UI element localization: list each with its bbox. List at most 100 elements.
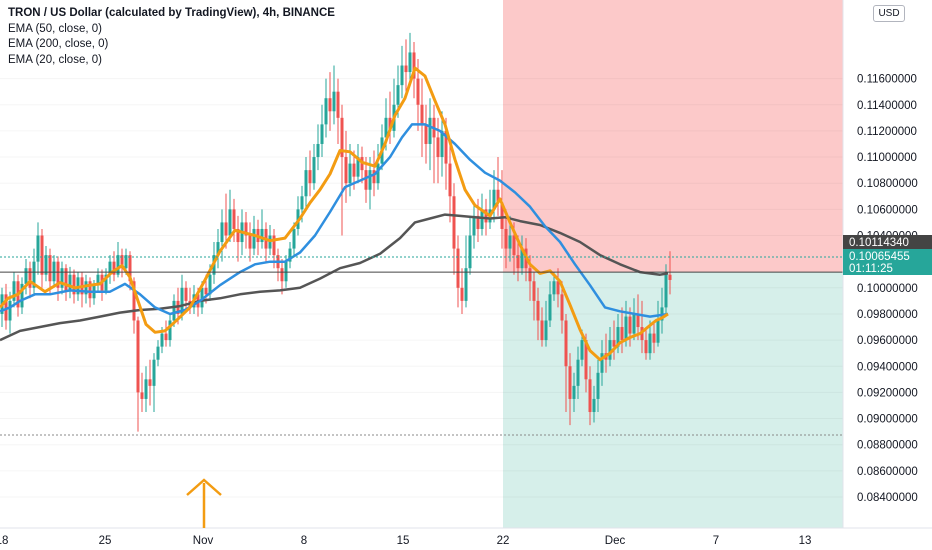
time-axis[interactable]: 18 25 Nov 8 15 22 Dec 7 13	[0, 527, 932, 547]
candle-body	[60, 268, 64, 288]
candle-body	[460, 287, 464, 301]
candle-body	[464, 268, 468, 301]
legend-ema200[interactable]: EMA (200, close, 0)	[8, 38, 109, 50]
candle-body	[636, 313, 640, 328]
candle-body	[320, 124, 324, 144]
candle-body	[4, 294, 8, 321]
candle-body	[124, 255, 128, 269]
candle-body	[484, 209, 488, 223]
candle-body	[612, 340, 616, 347]
candle-body	[620, 327, 624, 341]
candle-body	[468, 235, 472, 269]
price-tick-label: 0.10600000	[857, 204, 918, 216]
chart-legend: TRON / US Dollar (calculated by TradingV…	[8, 6, 335, 68]
ema50-line	[0, 123, 669, 318]
candle-body	[112, 261, 116, 275]
candle-body	[248, 235, 252, 249]
candle-body	[644, 340, 648, 354]
price-tick-label: 0.11600000	[857, 74, 917, 86]
candle-body	[284, 261, 288, 282]
candle-body	[368, 170, 372, 190]
price-axis[interactable]: 0.11600000 0.11400000 0.11200000 0.11000000…	[842, 0, 918, 528]
candle-body	[388, 117, 392, 131]
candle-body	[552, 281, 556, 295]
candle-body	[140, 392, 144, 399]
candle-body	[376, 163, 380, 184]
candle-body	[632, 313, 636, 334]
price-tick-label: 0.09200000	[857, 387, 918, 399]
ema-lines	[0, 66, 669, 362]
position-zones	[503, 0, 843, 528]
candle-body	[252, 228, 256, 249]
ema20-line	[0, 66, 669, 362]
candle-body	[592, 398, 596, 413]
candle-body	[328, 98, 332, 112]
candle-body	[28, 268, 32, 288]
price-tick-label: 0.11400000	[857, 100, 917, 112]
price-tags: 0.10114340 0.10065455 01:11:25	[843, 235, 932, 275]
candle-body	[292, 228, 296, 249]
candle-body	[652, 333, 656, 343]
candle-body	[584, 340, 588, 380]
candle-body	[200, 287, 204, 308]
candle-body	[428, 117, 432, 144]
candle-body	[444, 130, 448, 164]
chart-grid	[0, 78, 843, 498]
candle-body	[520, 248, 524, 269]
candle-body	[144, 379, 148, 399]
candle-body	[216, 242, 220, 256]
candle-body	[348, 163, 352, 184]
price-tick-label: 0.09400000	[857, 361, 918, 373]
candle-body	[132, 281, 136, 321]
legend-ema20[interactable]: EMA (20, close, 0)	[8, 53, 102, 66]
candle-body	[172, 300, 176, 321]
candle-body	[260, 228, 264, 243]
candle-body	[664, 274, 668, 308]
target-zone	[503, 272, 843, 528]
candle-body	[20, 283, 24, 308]
time-tick-label: 8	[301, 535, 307, 547]
legend-ema50[interactable]: EMA (50, close, 0)	[8, 22, 102, 35]
candle-body	[136, 320, 140, 393]
candle-body	[408, 52, 412, 73]
candle-body	[588, 379, 592, 413]
candle-body	[224, 222, 228, 236]
price-tick-label: 0.10800000	[857, 178, 918, 190]
candle-body	[204, 287, 208, 295]
candle-body	[56, 261, 60, 288]
price-tick-label: 0.11000000	[857, 152, 917, 164]
candle-body	[532, 281, 536, 301]
candle-body	[300, 196, 304, 210]
candle-body	[512, 235, 516, 256]
candle-body	[288, 248, 292, 262]
candle-body	[580, 340, 584, 360]
candle-body	[40, 235, 44, 275]
time-tick-label: 25	[99, 535, 112, 547]
price-tick-label: 0.09000000	[857, 414, 918, 426]
candle-body	[184, 287, 188, 301]
candle-body	[52, 261, 56, 282]
stop-zone	[503, 0, 843, 273]
last-price-tag: 0.10114340	[849, 237, 909, 249]
up-arrow-icon	[186, 478, 222, 528]
candle-body	[556, 281, 560, 295]
candle-body	[64, 268, 68, 291]
candle-body	[324, 98, 328, 125]
candle-body	[472, 215, 476, 236]
candle-body	[568, 366, 572, 399]
price-tick-label: 0.10000000	[857, 283, 918, 295]
candle-body	[244, 222, 248, 236]
candle-body	[596, 372, 600, 399]
candle-body	[540, 320, 544, 341]
candle-body	[312, 157, 316, 184]
candle-body	[84, 281, 88, 295]
time-tick-label: 7	[713, 535, 719, 547]
candle-body	[508, 235, 512, 249]
candle-body	[228, 209, 232, 236]
currency-button[interactable]: USD	[873, 5, 905, 22]
candle-body	[440, 130, 444, 158]
candle-body	[308, 170, 312, 184]
candle-body	[236, 228, 240, 243]
candle-body	[68, 274, 72, 291]
